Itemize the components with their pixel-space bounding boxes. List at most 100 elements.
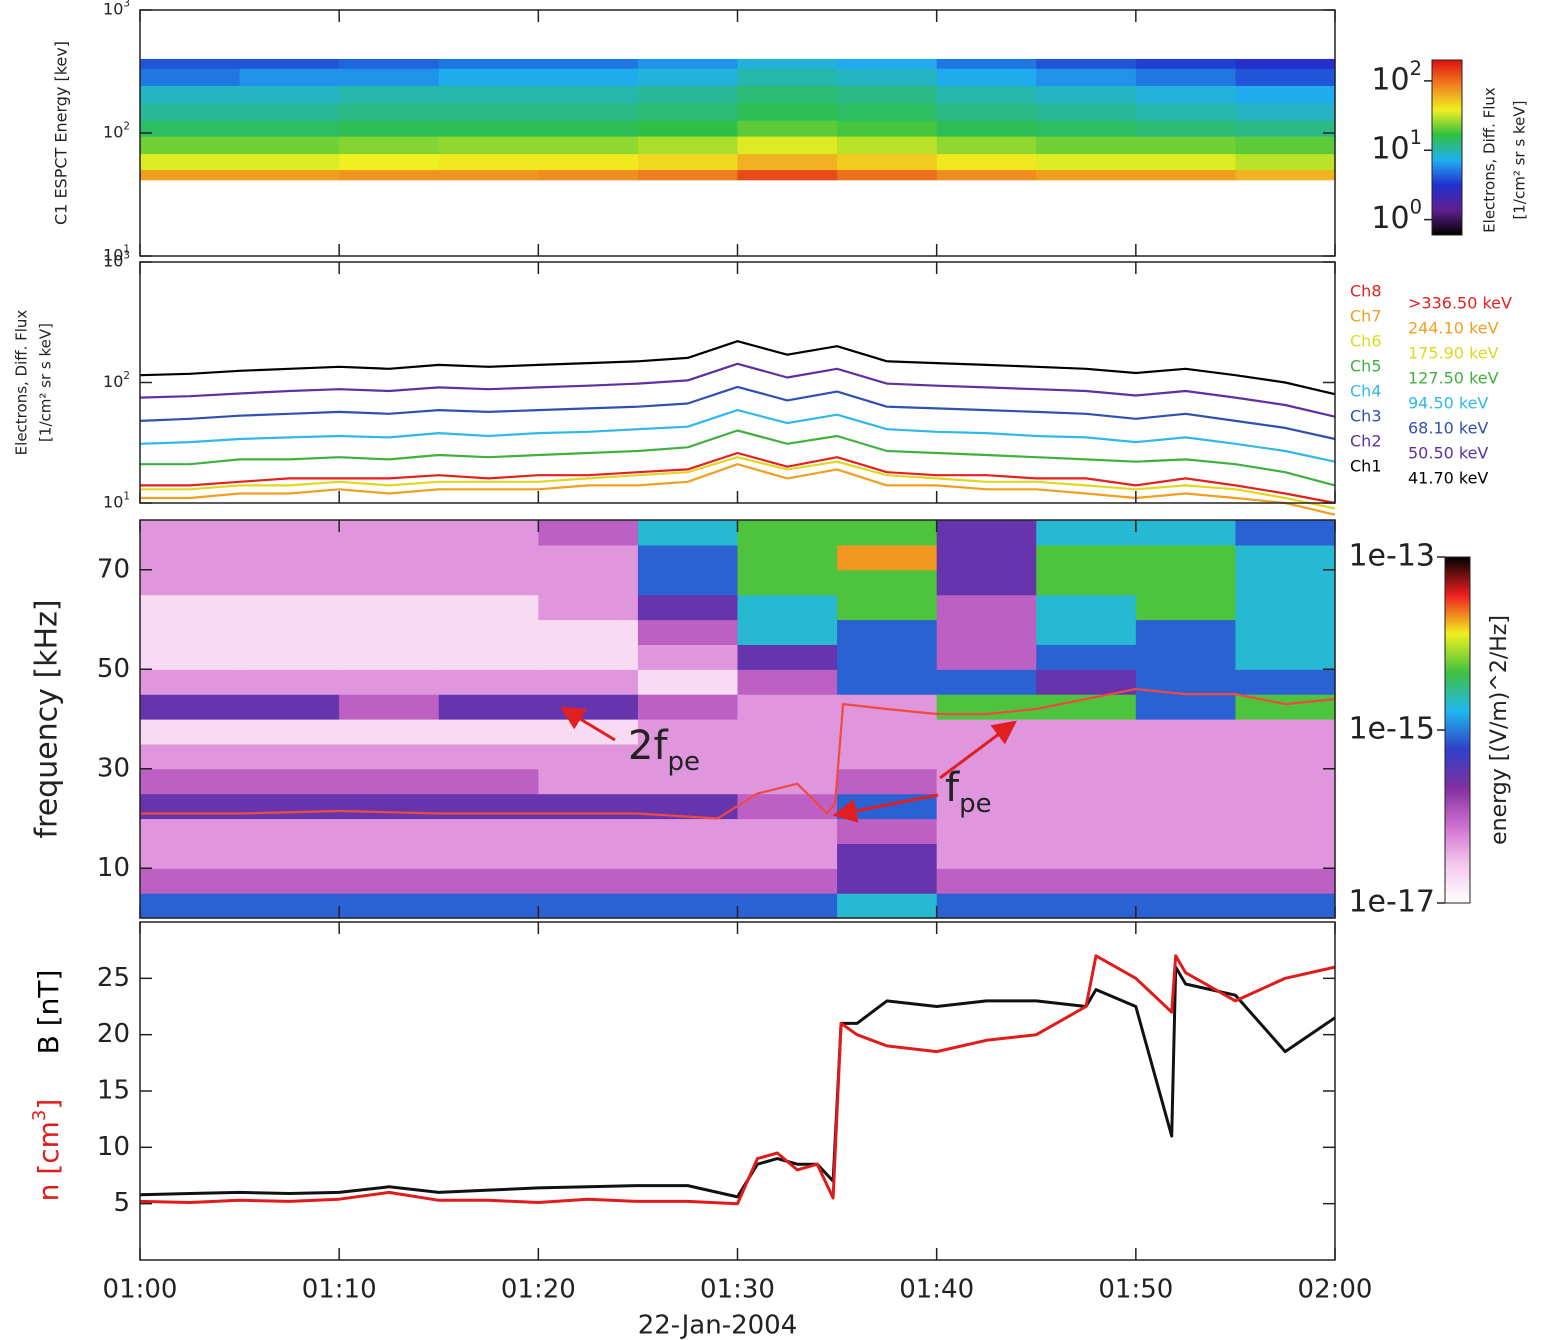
heatmap-cell <box>936 719 1037 745</box>
legend-name: Ch5 <box>1350 357 1382 376</box>
legend-label: >336.50 keV <box>1408 294 1512 313</box>
tick-exponent: 3 <box>123 0 130 10</box>
heatmap-cell <box>1235 58 1336 69</box>
heatmap-cell <box>1135 544 1237 571</box>
heatmap-cell <box>239 136 340 155</box>
tick-label: 25 <box>97 963 130 993</box>
heatmap-cell <box>637 58 739 69</box>
heatmap-cell <box>737 102 838 121</box>
y-axis-label: n [cm3] <box>29 1099 65 1202</box>
heatmap-cell <box>1235 169 1336 181</box>
series-line <box>140 451 1336 505</box>
heatmap-cell <box>339 120 440 137</box>
heatmap-cell <box>737 743 838 770</box>
heatmap-cell <box>438 120 539 137</box>
heatmap-cell <box>339 136 440 155</box>
heatmap-cell <box>140 619 241 645</box>
heatmap-cell <box>936 694 1037 720</box>
heatmap-cell <box>239 569 340 596</box>
annotation-arrow <box>559 706 616 742</box>
heatmap-cell <box>1036 743 1137 770</box>
heatmap-cell <box>737 85 838 104</box>
heatmap-cell <box>837 743 938 770</box>
heatmap-cell <box>1235 644 1336 670</box>
heatmap-cell <box>339 694 440 720</box>
tick-exponent: 2 <box>123 370 130 382</box>
heatmap-cell <box>936 58 1037 69</box>
heatmap-cell <box>936 120 1037 137</box>
heatmap-cell <box>1135 768 1237 795</box>
heatmap-cell <box>438 569 539 596</box>
heatmap-cell <box>637 669 739 695</box>
heatmap-cell <box>538 569 639 596</box>
heatmap-cell <box>737 644 838 670</box>
heatmap-cell <box>637 102 739 121</box>
x-tick-label: 01:10 <box>302 1275 377 1305</box>
colorbar <box>1431 59 1463 236</box>
heatmap-cell <box>438 868 539 894</box>
annotation-subscript: pe <box>668 747 701 777</box>
heatmap-cell <box>837 120 938 137</box>
heatmap-cell <box>737 136 838 155</box>
heatmap-cell <box>339 58 440 69</box>
heatmap-cell <box>936 85 1037 104</box>
heatmap-cell <box>339 743 440 770</box>
colorbar-title: energy [(V/m)^2/Hz] <box>1487 615 1512 845</box>
heatmap-cell <box>339 569 440 596</box>
x-tick-label: 01:00 <box>103 1275 178 1305</box>
heatmap-cell <box>1235 743 1336 770</box>
heatmap-cell <box>538 644 639 670</box>
series-line <box>140 429 1336 487</box>
heatmap-cell <box>538 893 639 919</box>
heatmap-cell <box>936 743 1037 770</box>
series-line <box>140 688 1336 820</box>
heatmap-cell <box>239 102 340 121</box>
heatmap-cell <box>837 569 938 596</box>
series-line <box>140 456 1336 510</box>
heatmap-cell <box>1135 793 1237 820</box>
heatmap-cell <box>339 520 440 546</box>
tick-label: 102 <box>103 370 130 391</box>
heatmap-cell <box>737 768 838 795</box>
heatmap-cell <box>438 719 539 745</box>
tick-label: 10 <box>97 853 130 883</box>
tick-label: 100 <box>1371 195 1422 236</box>
heatmap-cell <box>1036 719 1137 745</box>
x-tick-label: 01:40 <box>899 1275 974 1305</box>
heatmap-cell <box>538 594 639 621</box>
heatmap-cell <box>438 644 539 670</box>
y-axis-label-superscript: 3 <box>29 1110 50 1121</box>
legend-name: Ch4 <box>1350 382 1382 401</box>
tick-exponent: 3 <box>123 250 130 262</box>
heatmap-cell <box>140 136 241 155</box>
annotation-arrow <box>832 793 939 823</box>
heatmap-cell <box>339 893 440 919</box>
heatmap-cell <box>1135 120 1237 137</box>
heatmap-cell <box>438 544 539 571</box>
heatmap-cell <box>140 893 241 919</box>
heatmap-cell <box>140 818 241 844</box>
heatmap-cell <box>637 768 739 795</box>
heatmap-cell <box>1235 153 1336 171</box>
tick-label: 20 <box>97 1019 130 1049</box>
heatmap-cell <box>339 644 440 670</box>
heatmap-cell <box>140 544 241 571</box>
legend-label: 68.10 keV <box>1408 419 1488 438</box>
series-line <box>139 954 1336 1206</box>
heatmap-cell <box>538 58 639 69</box>
heatmap-cell <box>1036 85 1137 104</box>
heatmap-cell <box>538 169 639 181</box>
heatmap-cell <box>737 169 838 181</box>
heatmap-cell <box>737 544 838 571</box>
heatmap-cell <box>737 843 838 869</box>
heatmap-cell <box>538 520 639 546</box>
heatmap-cell <box>239 58 340 69</box>
tick-label: 5 <box>113 1188 130 1218</box>
heatmap-cell <box>140 169 241 181</box>
y-axis-label: Electrons, Diff. Flux <box>13 310 31 456</box>
heatmap-cell <box>837 694 938 720</box>
tick-label: 103 <box>103 250 130 271</box>
heatmap-cell <box>837 768 938 795</box>
heatmap-cell <box>1235 793 1336 820</box>
heatmap-cell <box>936 669 1037 695</box>
